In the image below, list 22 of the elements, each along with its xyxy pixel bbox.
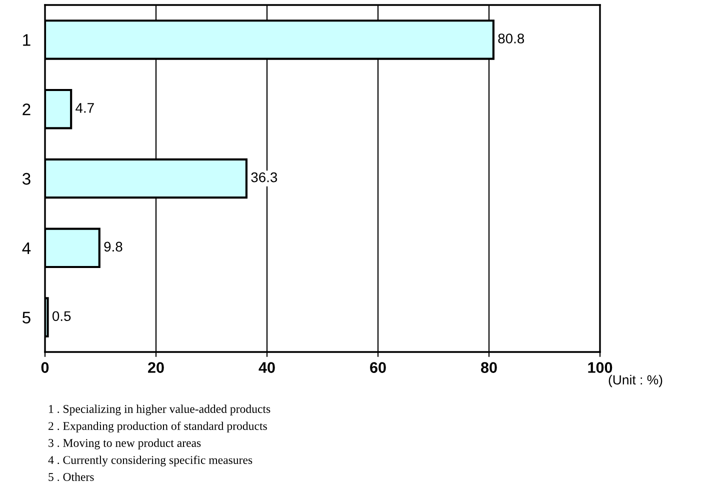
y-tick-label: 3: [22, 172, 30, 185]
x-tick-label: 0: [41, 362, 49, 373]
text: 4 . Currently considering specific measures: [48, 456, 252, 466]
text: 5 . Others: [48, 472, 94, 482]
x-tick-label: 20: [148, 362, 164, 373]
text: 1 . Specializing in higher value-added products: [49, 404, 270, 416]
y-tick-label: 1: [23, 34, 30, 46]
y-tick-label: 5: [22, 312, 30, 324]
x-tick-label: 60: [370, 362, 386, 373]
data-label: 36.3: [251, 172, 278, 182]
y-tick-label: 2: [22, 104, 30, 116]
y-tick-label: 4: [22, 242, 31, 254]
x-tick-label: 40: [258, 362, 275, 373]
data-label: 0.5: [52, 311, 71, 322]
text: 3 . Moving to new product areas: [48, 438, 201, 450]
text: 2 . Expanding production of standard products: [48, 422, 267, 432]
data-label: 80.8: [498, 34, 524, 44]
x-tick-label: 80: [480, 362, 497, 373]
data-label: 4.7: [76, 103, 94, 113]
text: (Unit : %): [608, 374, 662, 388]
data-label: 9.8: [104, 242, 122, 252]
x-tick-label: 100: [588, 362, 612, 373]
